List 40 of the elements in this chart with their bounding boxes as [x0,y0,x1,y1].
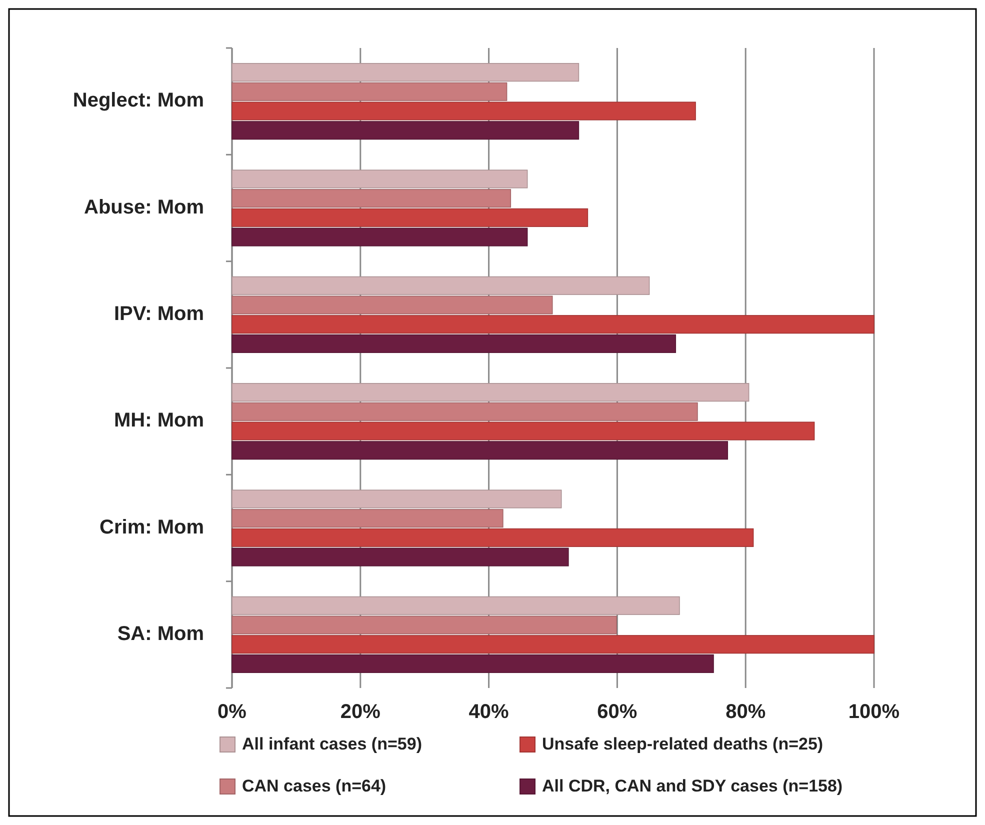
bar [232,334,676,353]
bar [232,596,680,615]
bar [232,102,696,120]
bar [232,654,714,673]
bar [232,82,508,101]
bar [232,441,728,460]
y-tick-label: Crim: Mom [100,516,204,538]
bar [232,402,698,421]
bar [232,121,580,140]
legend-label: CAN cases (n=64) [242,776,386,796]
bar [232,383,750,402]
bar [232,616,617,634]
bar [232,189,512,208]
legend-label: All CDR, CAN and SDY cases (n=158) [542,776,843,796]
x-tick-label: 20% [340,701,381,723]
x-tick-label: 60% [597,701,638,723]
y-tick-label: IPV: Mom [114,302,204,325]
bar [232,509,504,528]
bar [232,548,569,566]
bar [232,276,650,295]
x-tick-label: 80% [726,701,766,723]
y-tick-label: Neglect: Mom [72,90,204,112]
bar [232,528,754,547]
x-tick-label: 40% [468,701,510,723]
bar [232,490,562,508]
bar [232,635,874,654]
bar [232,422,815,440]
bar [232,228,528,246]
bar [232,63,580,82]
bar [232,296,553,314]
x-tick-label: 0% [218,701,247,723]
legend-label: All infant cases (n=59) [242,734,422,754]
y-tick-label: MH: Mom [114,410,204,432]
bar [232,315,874,334]
y-tick-label: SA: Mom [117,622,204,645]
legend-label: Unsafe sleep-related deaths (n=25) [542,734,824,754]
y-tick-label: Abuse: Mom [84,196,204,218]
x-tick-label: 100% [848,701,900,723]
bar [232,170,528,188]
bar [232,208,588,227]
